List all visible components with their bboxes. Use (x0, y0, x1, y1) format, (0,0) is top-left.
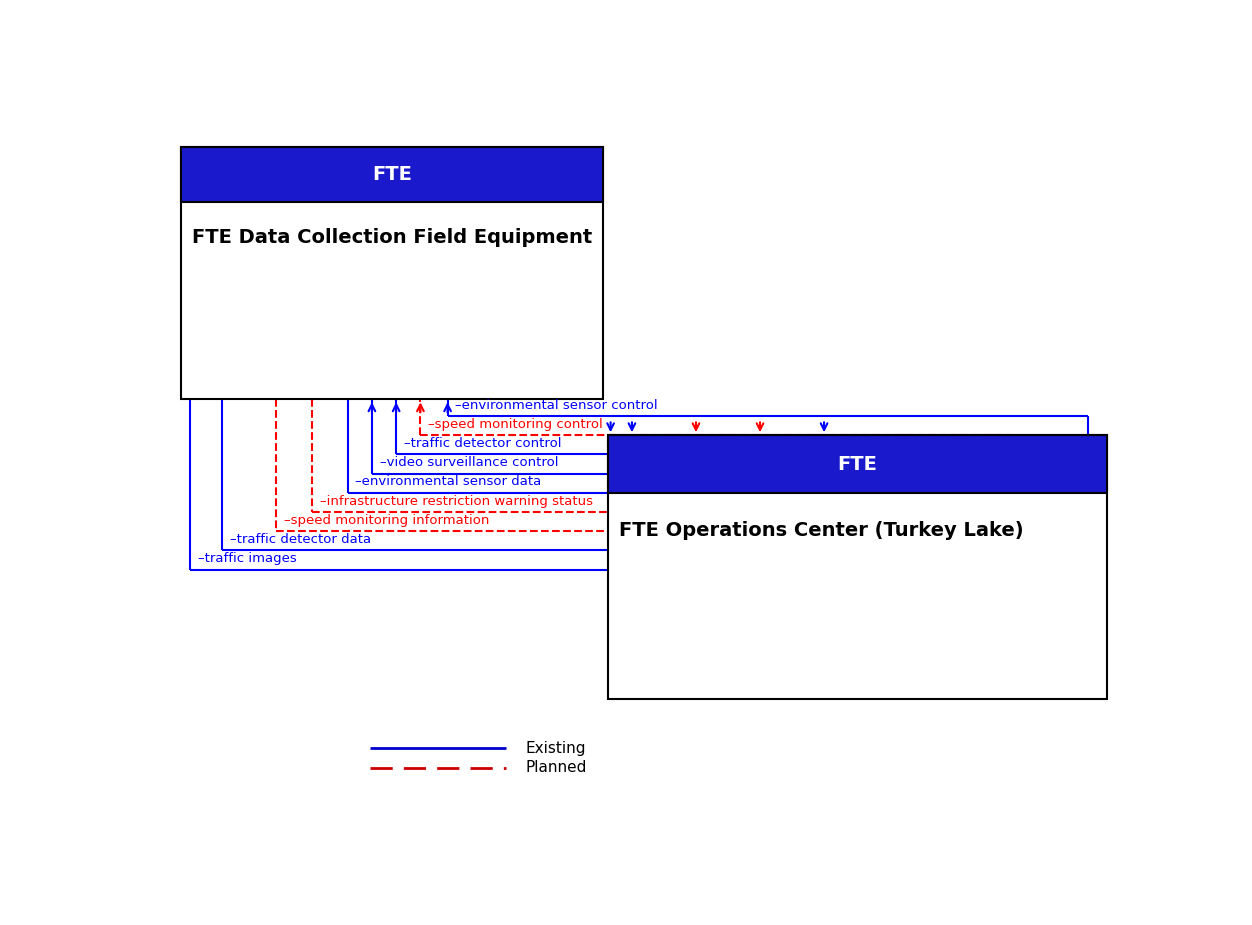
Text: Existing: Existing (525, 741, 586, 756)
Bar (607, 435, 1107, 493)
Text: FTE Operations Center (Turkey Lake): FTE Operations Center (Turkey Lake) (620, 521, 1024, 539)
Text: –environmental sensor data: –environmental sensor data (356, 475, 542, 488)
Text: –traffic images: –traffic images (198, 552, 297, 565)
Text: Planned: Planned (525, 760, 587, 775)
Text: –environmental sensor control: –environmental sensor control (456, 399, 659, 412)
Text: –infrastructure restriction warning status: –infrastructure restriction warning stat… (319, 495, 592, 508)
Text: FTE Data Collection Field Equipment: FTE Data Collection Field Equipment (193, 228, 592, 247)
Text: FTE: FTE (372, 165, 412, 184)
Text: FTE: FTE (838, 454, 878, 474)
Text: –speed monitoring control: –speed monitoring control (428, 418, 603, 431)
Text: –video surveillance control: –video surveillance control (379, 456, 558, 469)
Bar (180, 146, 602, 203)
Bar (180, 147, 602, 400)
Text: –speed monitoring information: –speed monitoring information (284, 514, 490, 527)
Text: –traffic detector data: –traffic detector data (230, 533, 372, 546)
Text: –traffic detector control: –traffic detector control (404, 437, 561, 450)
Bar (607, 435, 1107, 698)
